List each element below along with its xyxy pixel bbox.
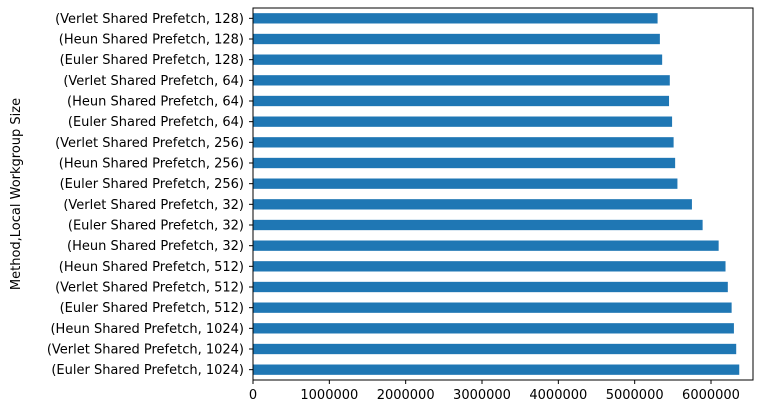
y-tick-label: (Euler Shared Prefetch, 32): [68, 219, 244, 234]
y-tick-label: (Heun Shared Prefetch, 128): [59, 33, 244, 48]
x-tick-label: 4000000: [529, 388, 587, 403]
y-tick-label: (Heun Shared Prefetch, 1024): [50, 322, 244, 337]
y-tick-label: (Verlet Shared Prefetch, 1024): [47, 343, 244, 358]
x-tick-label: 0: [249, 388, 257, 403]
bar: [253, 199, 692, 210]
x-tick-label: 2000000: [377, 388, 435, 403]
y-tick-label: (Heun Shared Prefetch, 256): [59, 157, 244, 172]
y-tick-label: (Verlet Shared Prefetch, 64): [63, 74, 244, 89]
bar: [253, 157, 676, 169]
x-tick-label: 5000000: [606, 388, 664, 403]
y-axis-ticks: (Euler Shared Prefetch, 1024) (Verlet Sha…: [47, 12, 253, 378]
y-tick-label: (Euler Shared Prefetch, 128): [60, 53, 244, 68]
y-tick-label: (Euler Shared Prefetch, 64): [68, 115, 244, 130]
bar: [253, 281, 728, 293]
y-tick-label: (Verlet Shared Prefetch, 512): [55, 281, 244, 296]
y-tick-label: (Heun Shared Prefetch, 64): [67, 95, 244, 110]
bar: [253, 178, 678, 189]
y-tick-label: (Euler Shared Prefetch, 256): [60, 177, 244, 192]
bar: [253, 54, 663, 65]
y-tick-label: (Verlet Shared Prefetch, 256): [55, 136, 244, 151]
x-tick-label: 3000000: [453, 388, 511, 403]
x-axis-ticks: 0 1000000 2000000 3000000 4000000 5000000 6000…: [249, 380, 740, 403]
y-axis-label: Method,Local Workgroup Size: [9, 98, 24, 290]
bar: [253, 219, 703, 231]
bar: [253, 137, 674, 148]
bar: [253, 261, 726, 272]
bar: [253, 116, 673, 127]
bar: [253, 323, 734, 334]
y-tick-label: (Euler Shared Prefetch, 1024): [51, 363, 244, 378]
bar: [253, 302, 732, 313]
y-tick-label: (Heun Shared Prefetch, 512): [59, 260, 244, 275]
y-tick-label: (Verlet Shared Prefetch, 32): [63, 198, 244, 213]
bar: [253, 33, 660, 45]
bar: [253, 13, 658, 24]
y-tick-label: (Verlet Shared Prefetch, 128): [55, 12, 244, 27]
plot-frame: [252, 7, 754, 381]
bar: [253, 240, 719, 251]
bar: [253, 75, 670, 86]
bar: [253, 343, 737, 355]
y-tick-label: (Heun Shared Prefetch, 32): [67, 239, 244, 254]
bar: [253, 95, 670, 107]
x-tick-label: 6000000: [682, 388, 740, 403]
bar: [253, 364, 740, 375]
x-tick-label: 1000000: [300, 388, 358, 403]
bars-group: [253, 13, 740, 375]
y-tick-label: (Euler Shared Prefetch, 512): [60, 301, 244, 316]
